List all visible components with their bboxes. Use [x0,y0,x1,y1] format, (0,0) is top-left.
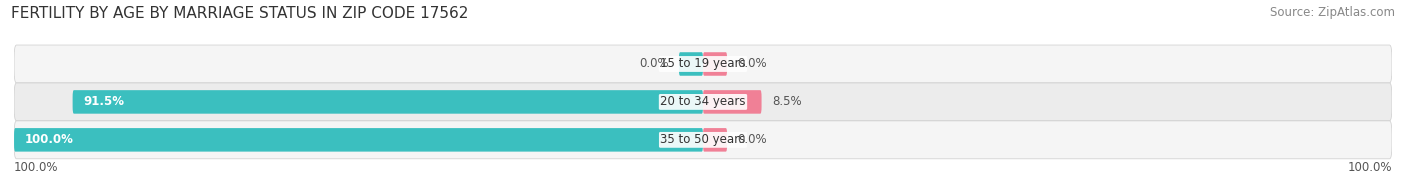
FancyBboxPatch shape [14,128,703,152]
Text: 100.0%: 100.0% [14,161,59,174]
Text: 0.0%: 0.0% [638,57,669,71]
Text: 35 to 50 years: 35 to 50 years [661,133,745,146]
Text: 91.5%: 91.5% [83,95,124,108]
Text: 20 to 34 years: 20 to 34 years [661,95,745,108]
FancyBboxPatch shape [703,52,727,76]
Text: 100.0%: 100.0% [24,133,73,146]
FancyBboxPatch shape [14,83,1392,121]
Text: 8.5%: 8.5% [772,95,801,108]
FancyBboxPatch shape [679,52,703,76]
Text: FERTILITY BY AGE BY MARRIAGE STATUS IN ZIP CODE 17562: FERTILITY BY AGE BY MARRIAGE STATUS IN Z… [11,6,468,21]
FancyBboxPatch shape [703,128,727,152]
Text: 0.0%: 0.0% [738,57,768,71]
FancyBboxPatch shape [703,90,762,114]
Text: 0.0%: 0.0% [738,133,768,146]
FancyBboxPatch shape [73,90,703,114]
FancyBboxPatch shape [14,45,1392,83]
Text: 100.0%: 100.0% [1347,161,1392,174]
Text: Source: ZipAtlas.com: Source: ZipAtlas.com [1270,6,1395,19]
Text: 15 to 19 years: 15 to 19 years [661,57,745,71]
FancyBboxPatch shape [14,121,1392,159]
